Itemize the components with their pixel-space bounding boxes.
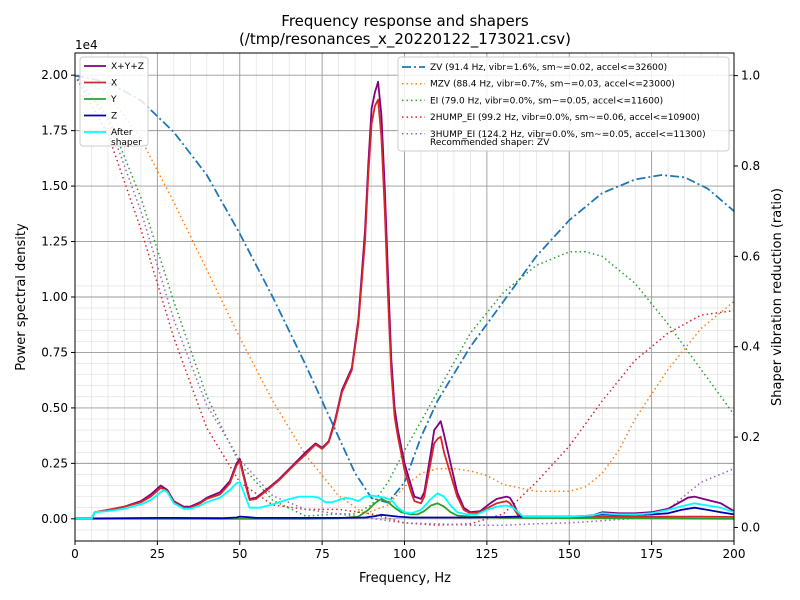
- psd-legend-label: Z: [111, 112, 117, 122]
- y-axis-right: 0.0 0.2 0.4 0.6 0.8 1.0: [734, 69, 760, 534]
- x-axis: 0 25 50 75 100 125 150 175 200: [71, 541, 745, 561]
- y-left-tick-label: 1.25: [41, 235, 68, 249]
- shaper-legend-label: 2HUMP_EI (99.2 Hz, vibr=0.0%, sm~=0.06, …: [430, 113, 700, 123]
- shaper-legend-box: [397, 56, 730, 152]
- y-left-tick-label: 1.75: [41, 124, 68, 138]
- shaper-legend-items: ZV (91.4 Hz, vibr=1.6%, sm~=0.02, accel<…: [402, 63, 706, 140]
- y-left-tick-label: 0.25: [41, 456, 68, 470]
- psd-legend-label-line: After: [111, 128, 133, 138]
- x-tick-label: 175: [640, 547, 663, 561]
- x-axis-title: Frequency, Hz: [359, 571, 451, 586]
- y-axis-left: 0.00 0.25 0.50 0.75 1.00 1.25 1.50 1.75 2.00: [41, 68, 75, 526]
- psd-legend-label: X+Y+Z: [111, 62, 144, 72]
- psd-legend-box: [79, 56, 149, 147]
- x-tick-label: 150: [558, 547, 581, 561]
- shaper-line-zv: [74, 74, 735, 504]
- psd-line-z: [75, 506, 735, 520]
- y-right-tick-label: 0.8: [741, 159, 760, 173]
- x-tick-label: 125: [475, 547, 498, 561]
- psd-line-x: [75, 98, 735, 520]
- x-tick-label: 0: [71, 547, 79, 561]
- y-left-tick-label: 2.00: [41, 68, 68, 82]
- psd-legend-items: X+Y+Z XYZ After shaper: [84, 62, 144, 148]
- y-right-tick-label: 0.0: [741, 520, 760, 534]
- shaper-line-mzv: [74, 74, 735, 515]
- y-axis-right-title: Shaper vibration reduction (ratio): [770, 188, 785, 406]
- shaper-legend-label: MZV (88.4 Hz, vibr=0.7%, sm~=0.03, accel…: [430, 80, 675, 90]
- y-right-tick-label: 1.0: [741, 69, 760, 83]
- shaper-legend: ZV (91.4 Hz, vibr=1.6%, sm~=0.02, accel<…: [397, 56, 730, 152]
- psd-legend: X+Y+Z XYZ After shaper: [79, 56, 149, 148]
- chart-title-line-1: Frequency response and shapers: [281, 12, 529, 30]
- y-left-tick-label: 0.50: [41, 401, 68, 415]
- shaper-curves: [74, 74, 735, 526]
- shaper-legend-label: 3HUMP_EI (124.2 Hz, vibr=0.0%, sm~=0.05,…: [430, 130, 706, 140]
- shaper-legend-label: EI (79.0 Hz, vibr=0.0%, sm~=0.05, accel<…: [430, 96, 663, 106]
- psd-legend-label: Y: [110, 95, 117, 105]
- psd-legend-label: X: [111, 79, 117, 89]
- y-right-tick-label: 0.6: [741, 249, 760, 263]
- shaper-line-2hump-ei: [74, 75, 735, 526]
- psd-line-after-shaper: [75, 481, 735, 520]
- y-offset-label: 1e4: [75, 38, 98, 52]
- shaper-legend-label: ZV (91.4 Hz, vibr=1.6%, sm~=0.02, accel<…: [430, 63, 667, 73]
- chart-title-line-2: (/tmp/resonances_x_20220122_173021.csv): [239, 30, 571, 49]
- y-left-tick-label: 0.75: [41, 345, 68, 359]
- y-left-tick-label: 1.00: [41, 290, 68, 304]
- x-tick-label: 200: [723, 547, 746, 561]
- psd-curves: [75, 80, 735, 520]
- x-tick-label: 25: [150, 547, 165, 561]
- psd-legend-label: After shaper: [111, 128, 142, 148]
- y-left-tick-label: 1.50: [41, 179, 68, 193]
- y-right-tick-label: 0.2: [741, 430, 760, 444]
- psd-legend-label-line: shaper: [111, 138, 142, 148]
- recommended-shaper-label: Recommended shaper: ZV: [430, 138, 550, 148]
- y-right-tick-label: 0.4: [741, 340, 760, 354]
- x-tick-label: 50: [232, 547, 247, 561]
- x-tick-label: 100: [393, 547, 416, 561]
- y-axis-left-title: Power spectral density: [14, 223, 29, 371]
- y-left-tick-label: 0.00: [41, 512, 68, 526]
- x-tick-label: 75: [314, 547, 329, 561]
